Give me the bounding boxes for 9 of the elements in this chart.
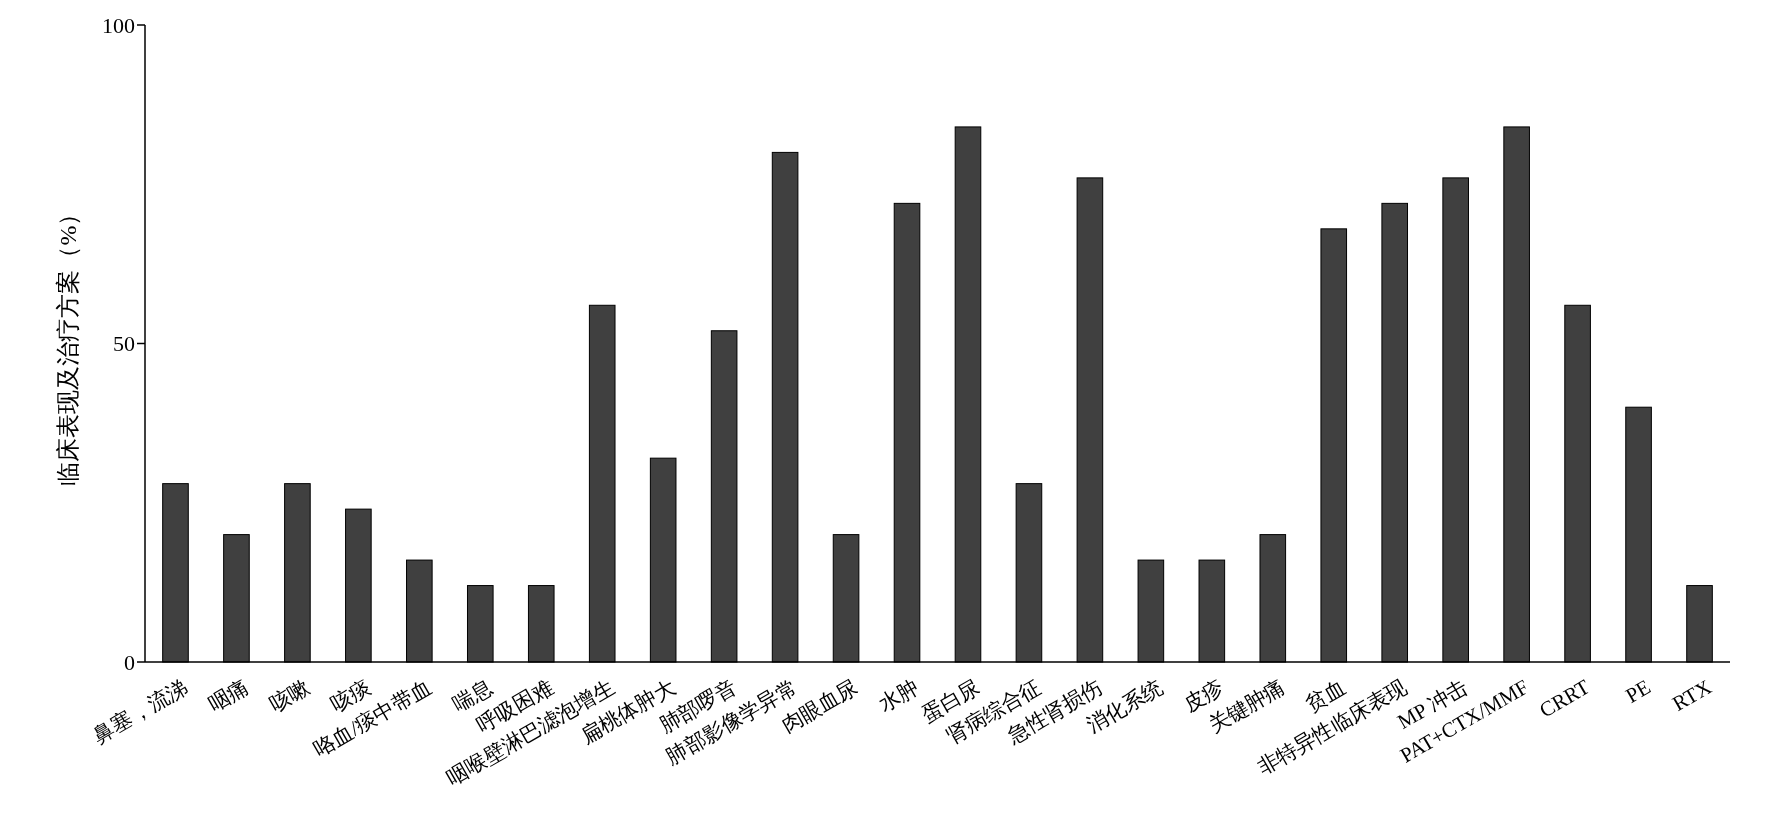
x-tick-label: RTX (1668, 674, 1716, 716)
y-tick-label: 0 (124, 649, 135, 675)
x-tick-label: 咽痛 (204, 674, 253, 717)
y-tick-label: 100 (102, 12, 135, 38)
y-axis-title: 临床表现及治疗方案（%） (55, 201, 81, 486)
x-tick-label: 咳嗽 (265, 674, 314, 717)
x-tick-label: 鼻塞，流涕 (88, 674, 192, 748)
x-tick-label: PE (1621, 674, 1655, 708)
y-tick-label: 50 (113, 331, 135, 356)
